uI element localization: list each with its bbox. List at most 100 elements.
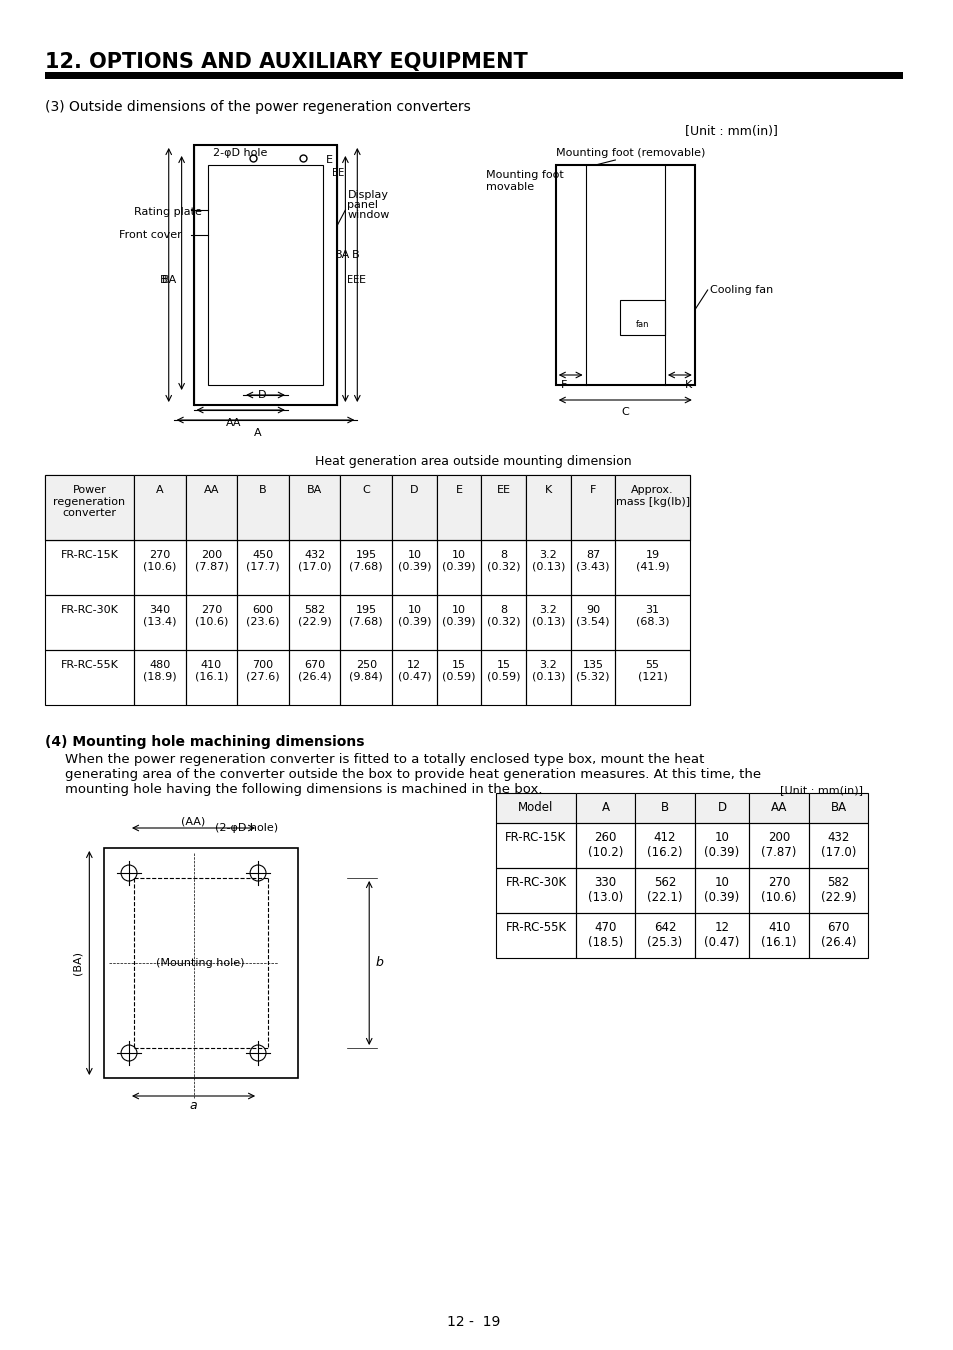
Bar xyxy=(436,540,481,595)
Bar xyxy=(525,540,570,595)
Text: (BA): (BA) xyxy=(72,950,82,975)
Bar xyxy=(496,792,575,824)
Text: Mounting foot (removable): Mounting foot (removable) xyxy=(556,148,704,158)
Bar xyxy=(748,913,808,958)
Text: EE: EE xyxy=(347,275,359,285)
Text: 195
(7.68): 195 (7.68) xyxy=(349,549,383,571)
Text: 10
(0.39): 10 (0.39) xyxy=(703,832,739,859)
Bar xyxy=(525,649,570,705)
Text: C: C xyxy=(620,406,628,417)
Bar xyxy=(525,475,570,540)
Text: EE: EE xyxy=(333,167,344,178)
Text: (AA): (AA) xyxy=(181,815,206,826)
Bar xyxy=(525,475,570,540)
Bar xyxy=(575,792,635,824)
Text: Approx.
mass [kg(lb)]: Approx. mass [kg(lb)] xyxy=(615,485,689,506)
Text: FR-RC-55K: FR-RC-55K xyxy=(60,660,118,670)
Text: K: K xyxy=(684,379,691,390)
Bar xyxy=(340,475,392,540)
Text: A: A xyxy=(600,801,609,814)
Text: B: B xyxy=(352,250,359,261)
Bar xyxy=(340,595,392,649)
Text: 582
(22.9): 582 (22.9) xyxy=(820,876,856,904)
Text: E: E xyxy=(325,155,333,165)
Bar xyxy=(694,792,748,824)
Bar xyxy=(133,475,186,540)
Text: [Unit : mm(in)]: [Unit : mm(in)] xyxy=(780,784,862,795)
Text: Power
regeneration
converter: Power regeneration converter xyxy=(53,485,125,518)
Bar xyxy=(808,792,867,824)
Text: 600
(23.6): 600 (23.6) xyxy=(246,605,279,626)
Text: 15
(0.59): 15 (0.59) xyxy=(486,660,520,682)
Bar xyxy=(575,824,635,868)
Text: 10
(0.39): 10 (0.39) xyxy=(442,605,476,626)
Bar xyxy=(615,475,689,540)
Bar xyxy=(575,913,635,958)
Text: BA: BA xyxy=(307,485,322,495)
Bar xyxy=(496,792,575,824)
Text: 12
(0.47): 12 (0.47) xyxy=(703,921,739,949)
Text: Rating plate: Rating plate xyxy=(133,207,202,217)
Text: 270
(10.6): 270 (10.6) xyxy=(143,549,176,571)
Text: b: b xyxy=(375,957,383,969)
Bar xyxy=(635,868,694,913)
Bar xyxy=(392,649,436,705)
Bar xyxy=(392,475,436,540)
Text: AA: AA xyxy=(770,801,786,814)
Text: 450
(17.7): 450 (17.7) xyxy=(246,549,279,571)
Text: [Unit : mm(in)]: [Unit : mm(in)] xyxy=(684,126,777,138)
Bar xyxy=(186,475,237,540)
Bar xyxy=(104,848,297,1079)
Text: Display: Display xyxy=(347,190,388,200)
Text: K: K xyxy=(544,485,552,495)
Text: panel: panel xyxy=(347,200,378,211)
Text: 135
(5.32): 135 (5.32) xyxy=(576,660,609,682)
Text: F: F xyxy=(560,379,566,390)
Bar xyxy=(186,649,237,705)
Bar xyxy=(133,475,186,540)
Bar xyxy=(615,595,689,649)
Text: A: A xyxy=(156,485,163,495)
Text: 432
(17.0): 432 (17.0) xyxy=(297,549,331,571)
Text: 2-φD hole: 2-φD hole xyxy=(213,148,268,158)
Text: 8
(0.32): 8 (0.32) xyxy=(486,549,520,571)
Text: B: B xyxy=(160,275,168,285)
Bar xyxy=(748,792,808,824)
Bar xyxy=(808,792,867,824)
Text: FR-RC-15K: FR-RC-15K xyxy=(60,549,118,560)
Bar xyxy=(237,649,289,705)
Bar xyxy=(615,475,689,540)
Text: FR-RC-30K: FR-RC-30K xyxy=(505,876,566,890)
Text: 670
(26.4): 670 (26.4) xyxy=(820,921,856,949)
Text: (2-φD hole): (2-φD hole) xyxy=(215,824,278,833)
Text: 260
(10.2): 260 (10.2) xyxy=(587,832,622,859)
Bar xyxy=(289,595,340,649)
Text: AA: AA xyxy=(203,485,219,495)
Bar xyxy=(481,595,525,649)
Bar xyxy=(45,72,902,80)
Text: 3.2
(0.13): 3.2 (0.13) xyxy=(531,549,564,571)
Text: 12 -  19: 12 - 19 xyxy=(446,1315,499,1328)
Bar xyxy=(575,792,635,824)
Bar xyxy=(45,649,133,705)
Text: BA: BA xyxy=(830,801,846,814)
Text: F: F xyxy=(589,485,596,495)
Text: D: D xyxy=(257,390,266,400)
Text: 3.2
(0.13): 3.2 (0.13) xyxy=(531,605,564,626)
Text: 432
(17.0): 432 (17.0) xyxy=(821,832,856,859)
Bar xyxy=(525,475,570,540)
Text: 195
(7.68): 195 (7.68) xyxy=(349,605,383,626)
Bar xyxy=(289,475,340,540)
Text: 412
(16.2): 412 (16.2) xyxy=(646,832,682,859)
Bar xyxy=(237,540,289,595)
Bar xyxy=(635,792,694,824)
Bar xyxy=(496,913,575,958)
Bar xyxy=(694,792,748,824)
Bar xyxy=(186,475,237,540)
Text: 10
(0.39): 10 (0.39) xyxy=(397,605,431,626)
Bar xyxy=(635,913,694,958)
Bar xyxy=(436,475,481,540)
Bar xyxy=(481,475,525,540)
Bar xyxy=(694,824,748,868)
Bar xyxy=(340,475,392,540)
